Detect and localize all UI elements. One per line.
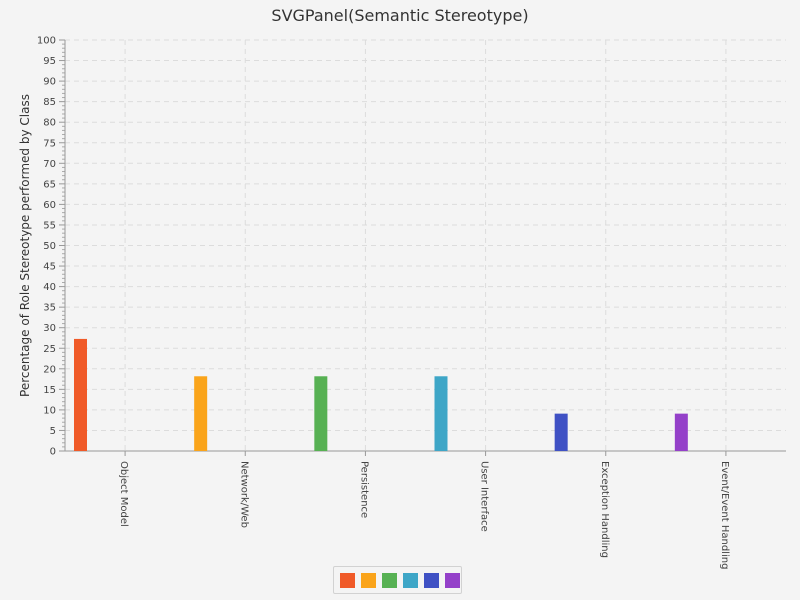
y-tick-label: 55 — [43, 220, 56, 231]
y-tick-label: 85 — [43, 97, 56, 108]
chart-title: SVGPanel(Semantic Stereotype) — [271, 6, 529, 25]
y-tick-label: 25 — [43, 344, 56, 355]
grid-layer — [65, 39, 786, 451]
y-tick-label: 65 — [43, 179, 56, 190]
x-category-label: User Interface — [479, 461, 490, 532]
legend-swatch-4 — [424, 573, 439, 588]
label-layer: 0 5 10 15 20 25 30 35 40 45 50 55 60 65 70 75 80 85 90 95 10… — [18, 36, 730, 570]
y-tick-label: 40 — [43, 282, 56, 293]
bar-0 — [74, 338, 87, 451]
y-tick-label: 5 — [50, 426, 56, 437]
legend-swatch-3 — [403, 573, 418, 588]
y-tick-label: 80 — [43, 118, 56, 129]
bar-layer — [74, 338, 688, 451]
x-category-label: Network/Web — [238, 461, 249, 528]
y-tick-label: 30 — [43, 323, 56, 334]
y-tick-label: 0 — [50, 447, 56, 458]
legend-swatch-2 — [382, 573, 397, 588]
x-category-label: Persistence — [358, 461, 369, 518]
legend-swatch-5 — [445, 573, 460, 588]
bar-5 — [674, 413, 688, 451]
x-category-label: Object Model — [118, 461, 129, 527]
y-tick-label: 50 — [43, 241, 56, 252]
bar-3 — [434, 376, 448, 451]
y-tick-label: 95 — [43, 56, 56, 67]
y-tick-label: 60 — [43, 200, 56, 211]
y-tick-label: 90 — [43, 77, 56, 88]
y-tick-label: 10 — [43, 405, 56, 416]
y-tick-label: 45 — [43, 262, 56, 273]
y-tick-label: 100 — [37, 36, 56, 47]
y-tick-label: 75 — [43, 138, 56, 149]
bar-1 — [194, 376, 208, 451]
bar-2 — [314, 376, 328, 451]
legend-swatch-1 — [361, 573, 376, 588]
x-category-label: Event/Event Handling — [719, 461, 730, 569]
bar-4 — [554, 413, 568, 451]
legend — [333, 566, 462, 594]
y-tick-label: 70 — [43, 159, 56, 170]
x-category-label: Exception Handling — [599, 461, 610, 558]
axis-layer — [59, 39, 786, 456]
y-axis-label: Percentage of Role Stereotype performed … — [18, 94, 32, 397]
y-tick-label: 20 — [43, 364, 56, 375]
y-tick-label: 35 — [43, 303, 56, 314]
y-tick-label: 15 — [43, 385, 56, 396]
legend-swatch-0 — [340, 573, 355, 588]
